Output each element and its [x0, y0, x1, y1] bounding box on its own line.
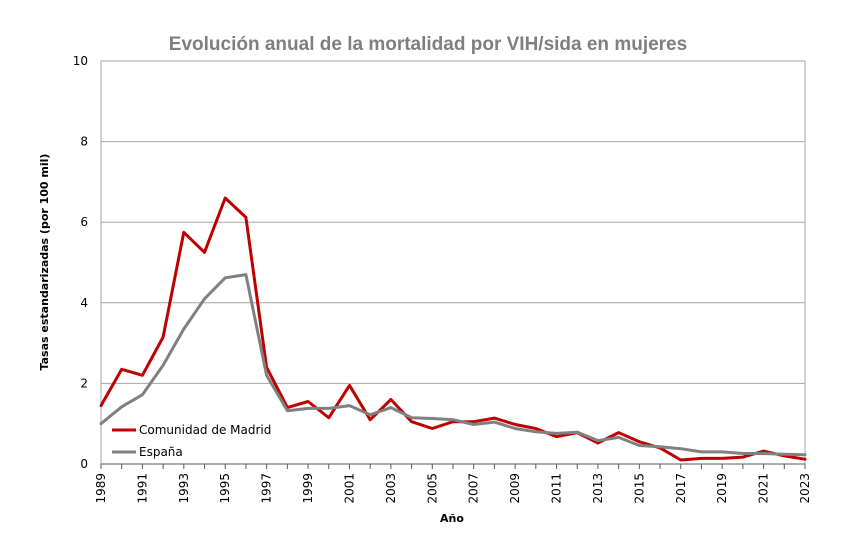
- plot-area: [100, 60, 806, 465]
- x-tick-label: 1999: [301, 473, 315, 504]
- y-axis-label: Tasas estandarizadas (por 100 mil): [38, 154, 51, 371]
- x-tick-label: 2001: [342, 473, 356, 504]
- chart-title: Evolución anual de la mortalidad por VIH…: [169, 34, 687, 55]
- y-tick-label: 6: [80, 215, 88, 229]
- x-tick-label: 2023: [798, 473, 812, 504]
- y-tick-label: 0: [80, 457, 88, 471]
- y-tick-label: 8: [80, 135, 88, 149]
- x-tick-label: 1995: [218, 473, 232, 504]
- x-tick-label: 1997: [260, 473, 274, 504]
- y-tick-label: 10: [73, 54, 88, 68]
- legend-label: España: [139, 445, 183, 459]
- x-axis-ticks: 1989 1991 1993 1995 1997 1999 2001 2003 2005 2007…: [94, 464, 812, 504]
- x-axis-label: Año: [440, 512, 464, 525]
- x-tick-label: 1989: [94, 473, 108, 504]
- gridlines: [100, 60, 806, 465]
- x-tick-label: 2017: [674, 473, 688, 504]
- legend-label: Comunidad de Madrid: [139, 423, 271, 437]
- x-tick-label: 2019: [715, 473, 729, 504]
- y-axis-ticks: 0 2 4 6 8 10: [73, 54, 88, 471]
- y-tick-label: 2: [80, 376, 88, 390]
- series-lines: [99, 196, 807, 462]
- x-tick-label: 1993: [177, 473, 191, 504]
- x-tick-label: 2015: [632, 473, 646, 504]
- x-tick-label: 2009: [508, 473, 522, 504]
- series-line-espana: [99, 273, 807, 457]
- x-tick-label: 2021: [757, 473, 771, 504]
- x-tick-label: 2013: [591, 473, 605, 504]
- x-tick-label: 2003: [384, 473, 398, 504]
- x-tick-label: 1991: [135, 473, 149, 504]
- series-line-madrid: [99, 196, 807, 462]
- x-tick-label: 2005: [425, 473, 439, 504]
- legend: Comunidad de Madrid España: [112, 423, 271, 459]
- x-tick-label: 2007: [467, 473, 481, 504]
- y-tick-label: 4: [80, 296, 88, 310]
- x-tick-label: 2011: [550, 473, 564, 504]
